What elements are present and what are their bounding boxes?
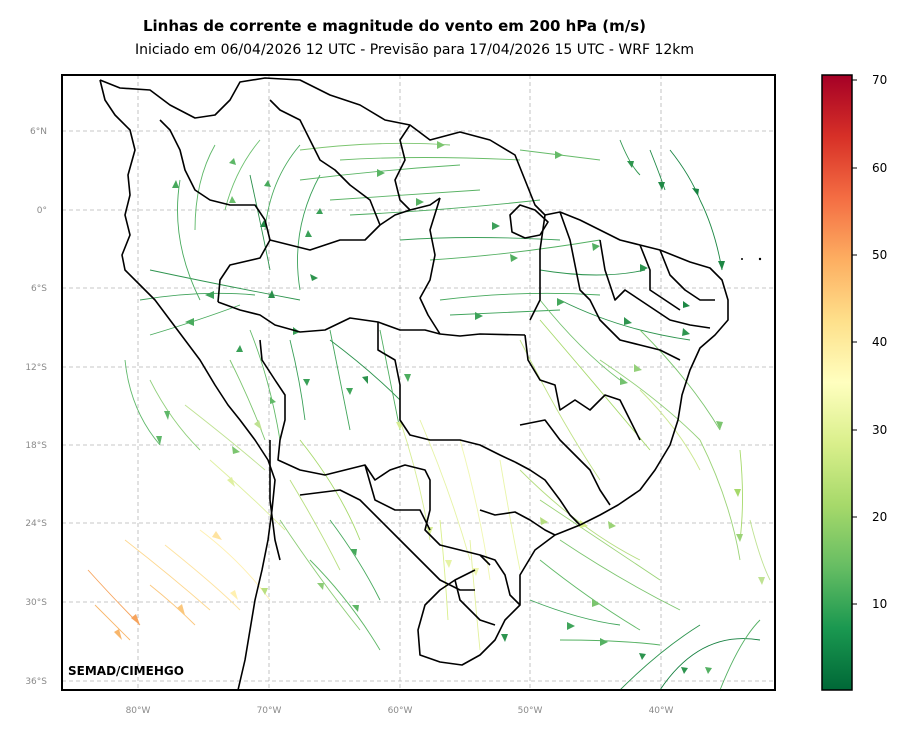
colorbar-ticks <box>852 79 857 605</box>
streamlines <box>87 139 771 690</box>
country-borders <box>99 77 729 690</box>
lon-label: 80°W <box>126 706 151 716</box>
lat-label: 6°N <box>30 127 47 137</box>
colorbar-tick-label: 10 <box>872 597 887 611</box>
latitude-labels: 6°N 0° 6°S 12°S 18°S 24°S 30°S 36°S <box>25 127 47 687</box>
islands <box>741 257 762 261</box>
map-area <box>62 75 775 690</box>
colorbar-tick-label: 70 <box>872 73 887 87</box>
lat-label: 12°S <box>25 363 47 373</box>
gridlines <box>62 75 775 690</box>
lat-label: 30°S <box>25 598 47 608</box>
colorbar: 10 20 30 40 50 60 70 <box>821 73 887 691</box>
lon-label: 70°W <box>257 706 282 716</box>
colorbar-tick-label: 60 <box>872 161 887 175</box>
colorbar-tick-label: 30 <box>872 423 887 437</box>
lon-label: 50°W <box>518 706 543 716</box>
lat-label: 6°S <box>31 284 47 294</box>
colorbar-tick-label: 20 <box>872 510 887 524</box>
lat-label: 36°S <box>25 677 47 687</box>
colorbar-gradient <box>821 74 853 691</box>
colorbar-tick-label: 50 <box>872 248 887 262</box>
lat-label: 0° <box>37 206 47 216</box>
lon-label: 60°W <box>388 706 413 716</box>
map-frame <box>61 74 776 691</box>
credit-label: SEMAD/CIMEHGO <box>68 664 184 678</box>
lat-label: 18°S <box>25 441 47 451</box>
map-subtitle: Iniciado em 06/04/2026 12 UTC - Previsão… <box>134 42 695 58</box>
map-title: Linhas de corrente e magnitude do vento … <box>142 17 647 35</box>
colorbar-tick-label: 40 <box>872 335 887 349</box>
lon-label: 40°W <box>649 706 674 716</box>
streamline-arrows <box>114 141 765 674</box>
lat-label: 24°S <box>25 519 47 529</box>
longitude-labels: 80°W 70°W 60°W 50°W 40°W <box>126 706 674 716</box>
